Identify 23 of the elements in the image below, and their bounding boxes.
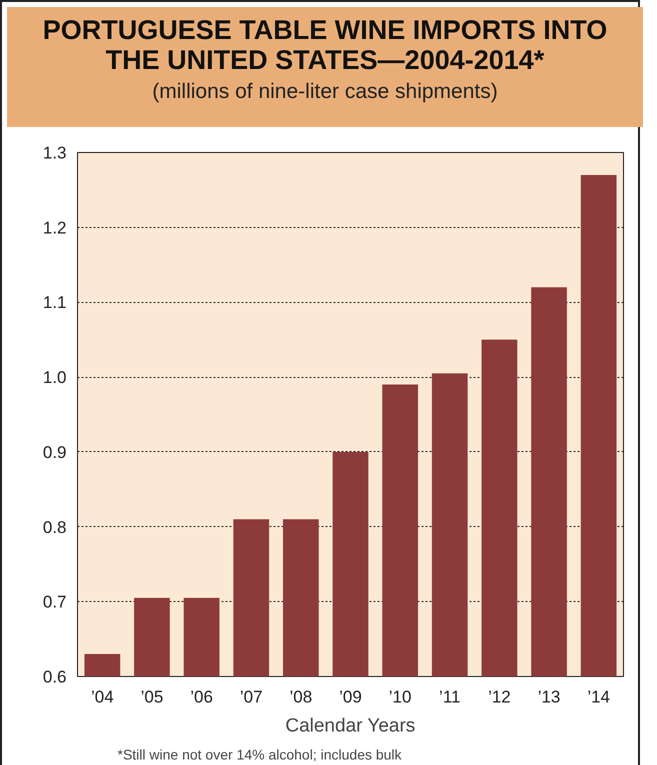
x-tick-label: ’04 — [90, 688, 114, 706]
chart-title: PORTUGUESE TABLE WINE IMPORTS INTO THE UNITED STATES—2004-2014* — [42, 15, 608, 75]
y-tick-label: 0.8 — [42, 518, 67, 537]
x-tick-label: ’06 — [190, 688, 213, 706]
x-tick-label: ’13 — [538, 688, 560, 706]
chart-subtitle: (millions of nine-liter case shipments) — [151, 79, 499, 105]
x-axis-title: Calendar Years — [285, 716, 416, 736]
y-tick-label: 0.9 — [42, 442, 67, 462]
y-tick-label: 1.2 — [42, 218, 67, 238]
y-tick-label: 0.6 — [42, 668, 67, 686]
x-tick-label: ’07 — [240, 688, 263, 706]
text: *Still wine not over 14% alcohol; includes bulk — [118, 746, 403, 762]
y-tick-label: 1.3 — [42, 144, 67, 162]
x-tick-label: ’11 — [439, 688, 460, 706]
x-tick-label: ’10 — [388, 688, 412, 706]
x-tick-label: ’08 — [290, 688, 312, 706]
x-tick-label: ’05 — [140, 688, 164, 706]
x-tick-label: ’09 — [339, 688, 362, 706]
x-tick-label: ’12 — [488, 688, 511, 706]
x-tick-label: ’14 — [587, 688, 610, 706]
y-tick-label: 1.1 — [42, 293, 67, 312]
y-tick-label: 1.0 — [42, 368, 67, 388]
y-tick-label: 0.7 — [42, 592, 67, 612]
